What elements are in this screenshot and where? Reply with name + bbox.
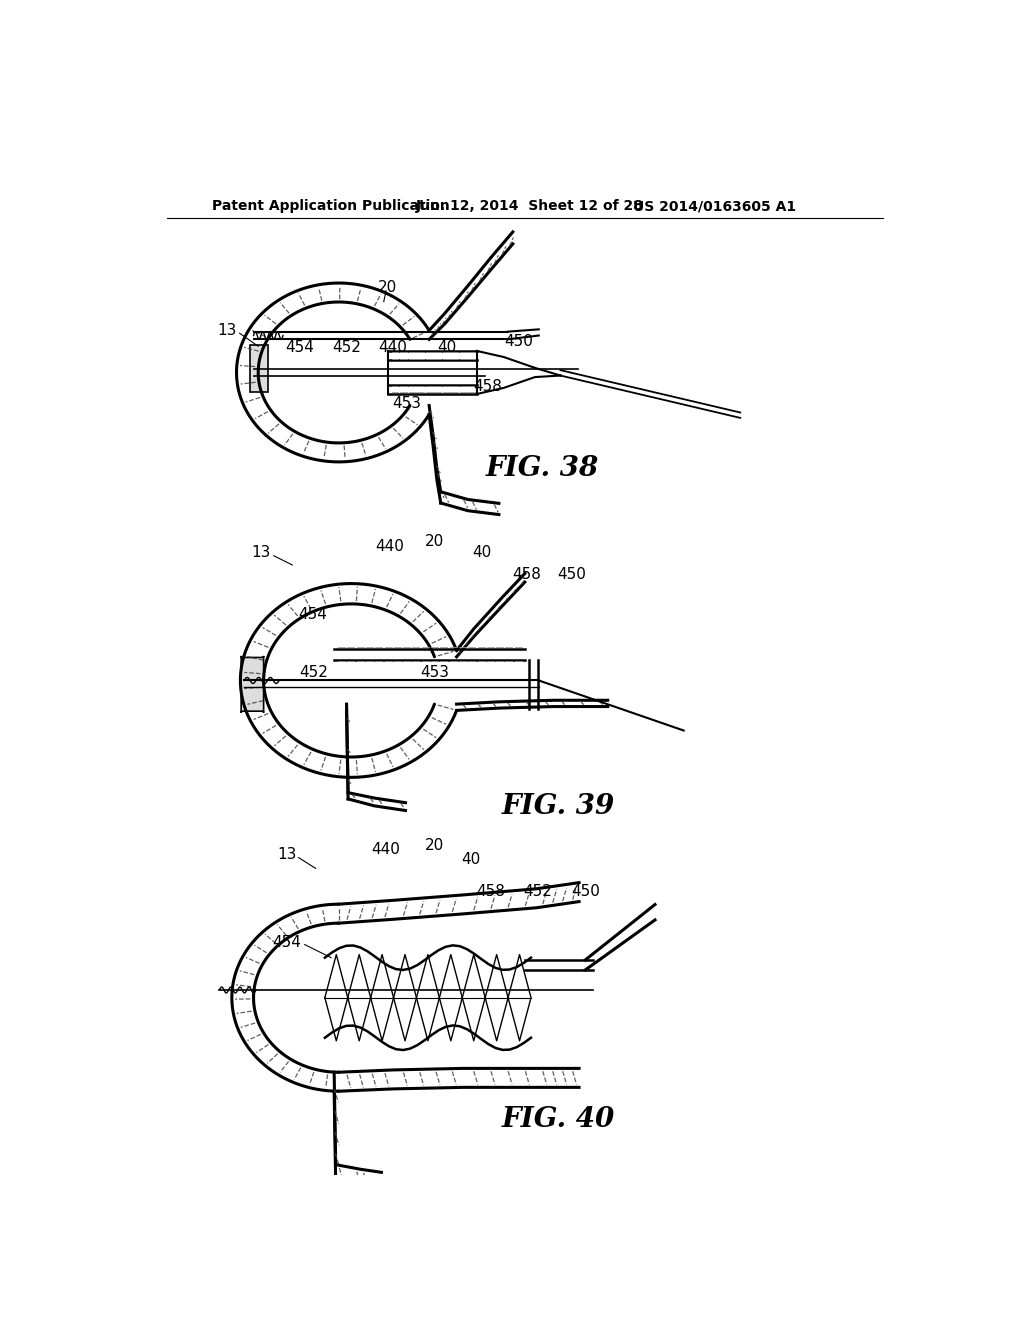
Bar (251, 345, 267, 392)
Text: 452: 452 (523, 884, 552, 899)
Text: 454: 454 (286, 339, 314, 355)
Text: 13: 13 (252, 545, 271, 560)
Text: 20: 20 (425, 533, 444, 549)
Text: Patent Application Publication: Patent Application Publication (212, 199, 450, 213)
Text: 440: 440 (376, 539, 404, 554)
Text: Jun. 12, 2014  Sheet 12 of 28: Jun. 12, 2014 Sheet 12 of 28 (417, 199, 644, 213)
Text: 450: 450 (557, 566, 586, 582)
Text: 453: 453 (392, 396, 422, 411)
Text: 13: 13 (278, 847, 297, 862)
Text: 450: 450 (504, 334, 534, 350)
Text: 453: 453 (421, 665, 450, 680)
FancyBboxPatch shape (241, 656, 263, 713)
Text: 450: 450 (570, 884, 600, 899)
Text: 458: 458 (512, 566, 541, 582)
Text: 20: 20 (425, 838, 444, 853)
Text: US 2014/0163605 A1: US 2014/0163605 A1 (633, 199, 797, 213)
Text: 452: 452 (300, 665, 329, 680)
Text: 452: 452 (332, 339, 361, 355)
Text: 440: 440 (371, 842, 399, 858)
Text: 454: 454 (298, 607, 327, 622)
Text: 40: 40 (461, 851, 480, 867)
Text: 458: 458 (476, 884, 505, 899)
Text: 458: 458 (473, 379, 502, 393)
Text: 20: 20 (378, 280, 397, 296)
Text: 40: 40 (437, 339, 457, 355)
Text: 440: 440 (379, 339, 408, 355)
Text: 454: 454 (272, 935, 301, 950)
Text: FIG. 38: FIG. 38 (486, 455, 599, 482)
Text: FIG. 40: FIG. 40 (502, 1106, 614, 1133)
Text: 40: 40 (472, 545, 492, 560)
Text: FIG. 39: FIG. 39 (502, 793, 614, 820)
Text: 13: 13 (217, 322, 237, 338)
